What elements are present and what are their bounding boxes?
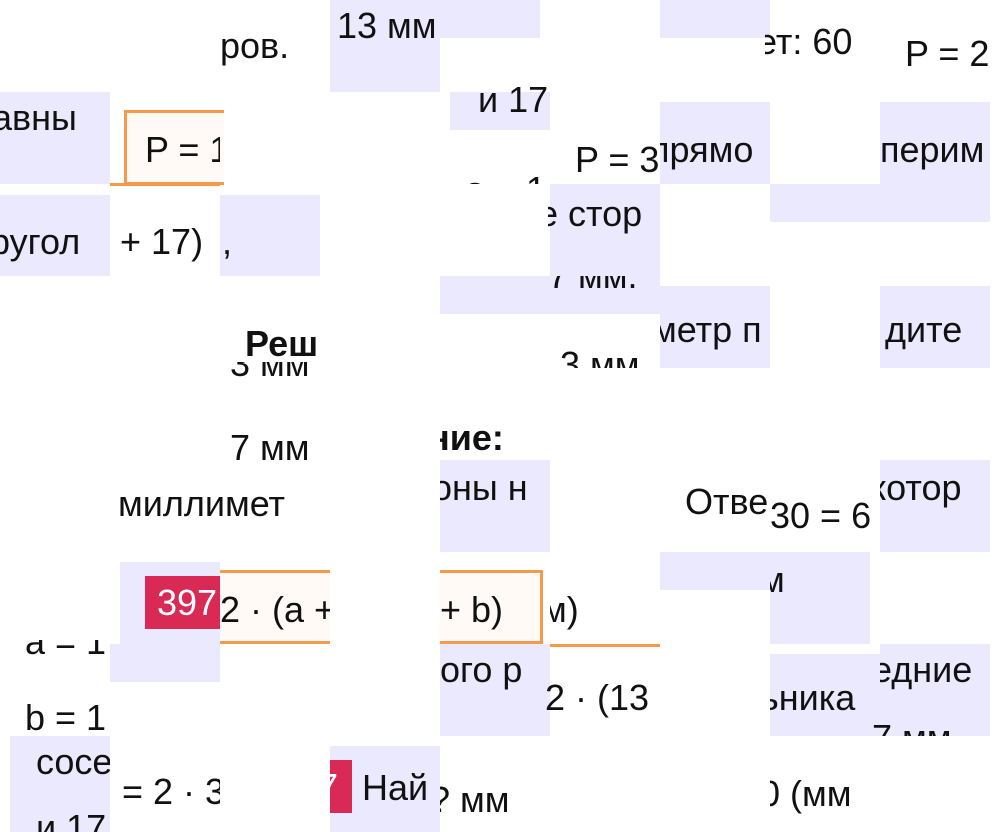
- text-fragment: прямо: [660, 129, 754, 170]
- section-heading: ение:: [440, 417, 504, 458]
- text-fragment: ,: [222, 221, 233, 262]
- tile: [770, 184, 990, 222]
- tile: [660, 102, 770, 184]
- text-fragment: ьника: [770, 677, 856, 718]
- tile: [0, 92, 110, 184]
- tile: [880, 102, 990, 184]
- tile: [220, 195, 320, 276]
- tile: [660, 552, 770, 590]
- tile: [770, 552, 870, 644]
- text-fragment: е стор: [548, 193, 643, 234]
- tile: [440, 644, 550, 736]
- section-heading: Реш: [245, 323, 319, 360]
- text-fragment: 3 мм: [560, 350, 660, 368]
- text-fragment: 30 = 6: [770, 495, 872, 536]
- text-fragment: ? мм: [440, 779, 510, 820]
- text-fragment: м: [770, 559, 785, 600]
- task-number-badge: 397: [145, 576, 220, 629]
- tile: [10, 736, 110, 832]
- tile: [770, 654, 880, 736]
- formula-box: [124, 110, 224, 185]
- tile: [550, 184, 660, 286]
- text-fragment: оны н: [440, 467, 528, 508]
- tile: [880, 286, 990, 368]
- text-fragment: 7 мм: [230, 427, 310, 468]
- text-fragment: едние: [880, 649, 973, 690]
- text-fragment: дите: [885, 309, 963, 350]
- tile: [880, 460, 990, 552]
- text-fragment: ругол: [0, 221, 81, 262]
- text-fragment: P = 2: [905, 33, 990, 74]
- tile: [110, 644, 220, 682]
- text-fragment: 3 мм: [230, 362, 310, 384]
- text-fragment: котор: [880, 467, 962, 508]
- tile: [440, 460, 550, 552]
- tile: [660, 286, 770, 368]
- tile: [450, 92, 550, 130]
- tile: [660, 0, 770, 38]
- orange-underline: [550, 644, 660, 647]
- text-fragment: миллимет: [118, 483, 286, 524]
- tile: [330, 0, 440, 92]
- tile: [880, 644, 990, 736]
- text-fragment: 7 мм.: [548, 276, 660, 290]
- text-fragment: ого р: [440, 649, 523, 690]
- text-fragment: ет: 60: [765, 21, 853, 62]
- answer-label: Отве: [685, 481, 769, 522]
- text-fragment: и 17: [36, 807, 107, 832]
- text-fragment: 0 (мм: [770, 773, 852, 814]
- text-fragment: сосе: [36, 741, 110, 782]
- formula-text: + b): [440, 589, 504, 630]
- text-fragment: 7 мм: [872, 716, 990, 736]
- text-fragment: Най: [362, 767, 429, 808]
- text-fragment: метр п: [660, 309, 762, 350]
- text-fragment: 13 мм: [337, 5, 437, 46]
- text-fragment: а = 1: [465, 168, 550, 184]
- tile: [0, 195, 110, 276]
- text-fragment: = 2 · 3: [122, 771, 220, 812]
- formula-box: [440, 570, 543, 644]
- text-fragment: b = 1: [25, 697, 107, 738]
- formula-text: 2 · (a +: [220, 589, 330, 630]
- orange-underline: [110, 183, 220, 186]
- text-fragment: и 17: [478, 79, 549, 120]
- text-fragment: м): [550, 589, 579, 630]
- tile: [440, 276, 660, 314]
- text-fragment: + 17): [120, 221, 204, 262]
- text-fragment: авны: [0, 97, 77, 138]
- formula-box: [220, 570, 330, 644]
- text-fragment: ров.: [220, 25, 290, 66]
- text-fragment: а = 1: [25, 640, 107, 662]
- text-fragment: 2 · (13: [545, 677, 650, 718]
- tile: [440, 0, 540, 38]
- text-fragment: P = 1: [145, 129, 220, 170]
- text-fragment: P = 3: [575, 139, 660, 180]
- task-number-badge: 7: [330, 760, 352, 813]
- text-fragment: перим: [880, 129, 985, 170]
